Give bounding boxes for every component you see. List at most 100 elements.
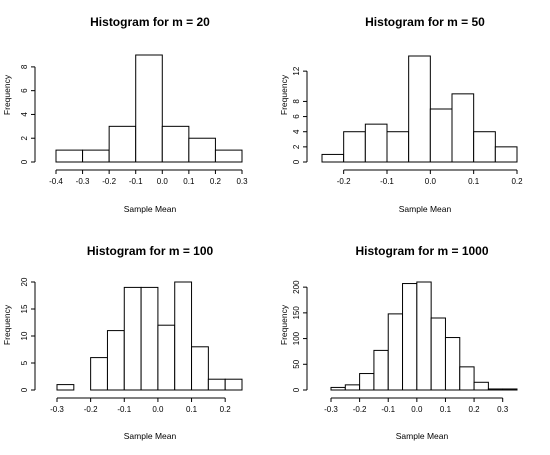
x-tick-label: 0.0 bbox=[411, 405, 423, 414]
chart-title: Histogram for m = 1000 bbox=[355, 244, 488, 258]
x-tick-label: 0.0 bbox=[157, 177, 169, 186]
histogram-bar bbox=[473, 381, 489, 391]
histogram-bar bbox=[90, 357, 108, 391]
panel-4: Histogram for m = 1000 -0.3 -0.2 -0.1 0.0 0.1… bbox=[279, 244, 518, 441]
histogram-bar bbox=[214, 149, 243, 163]
x-tick-label: -0.2 bbox=[353, 405, 367, 414]
x-tick-label: -0.1 bbox=[381, 405, 395, 414]
x-tick-label: 0.3 bbox=[497, 405, 509, 414]
panel-2: Histogram for m = 50 -0.2 -0.1 0.0 0.1 0.2 0 2 4… bbox=[279, 15, 523, 214]
histogram-bar bbox=[188, 137, 216, 163]
y-tick-label: 0 bbox=[292, 387, 301, 392]
x-tick-label: -0.1 bbox=[380, 177, 394, 186]
x-tick-label: 0.0 bbox=[425, 177, 437, 186]
y-tick-label: 8 bbox=[292, 99, 301, 104]
histogram-bar bbox=[373, 349, 389, 391]
histogram-bar bbox=[387, 313, 404, 391]
x-tick-label: 0.2 bbox=[469, 405, 481, 414]
histogram-bar bbox=[459, 366, 475, 391]
histogram-bar bbox=[344, 384, 361, 391]
x-tick-label: -0.1 bbox=[117, 405, 131, 414]
histogram-bar bbox=[343, 131, 366, 163]
histogram-bar bbox=[56, 384, 75, 391]
histogram-bar bbox=[55, 149, 84, 163]
y-tick-label: 50 bbox=[292, 359, 301, 368]
y-tick-label: 20 bbox=[20, 277, 29, 286]
x-tick-label: 0.3 bbox=[236, 177, 248, 186]
x-axis-label: Sample Mean bbox=[396, 431, 449, 441]
histogram-bar bbox=[408, 55, 431, 163]
histogram-bar bbox=[416, 281, 432, 391]
y-tick-label: 4 bbox=[20, 112, 29, 117]
y-tick-label: 10 bbox=[20, 331, 29, 340]
y-tick-label: 100 bbox=[292, 331, 301, 345]
y-tick-label: 4 bbox=[292, 129, 301, 134]
histogram-bar bbox=[106, 330, 125, 391]
histogram-bar bbox=[123, 286, 142, 391]
histogram-bar bbox=[430, 317, 446, 391]
x-axis-label: Sample Mean bbox=[399, 204, 452, 214]
y-tick-label: 2 bbox=[292, 144, 301, 149]
x-tick-label: 0.2 bbox=[511, 177, 523, 186]
x-tick-label: -0.3 bbox=[324, 405, 338, 414]
chart-title: Histogram for m = 20 bbox=[90, 15, 210, 29]
histogram-bar bbox=[402, 283, 418, 391]
histogram-bar bbox=[108, 125, 137, 163]
y-axis-label: Frequency bbox=[279, 74, 289, 115]
histogram-bar bbox=[224, 378, 243, 391]
histogram-bar bbox=[161, 125, 190, 163]
histogram-bar bbox=[364, 123, 388, 163]
y-tick-label: 15 bbox=[20, 304, 29, 313]
histogram-bar bbox=[174, 281, 193, 391]
x-tick-label: 0.0 bbox=[152, 405, 164, 414]
histogram-bar bbox=[157, 324, 176, 391]
histogram-bar bbox=[135, 54, 163, 163]
histogram-bar bbox=[330, 386, 346, 391]
histogram-bar bbox=[140, 286, 159, 391]
panel-3: Histogram for m = 100 -0.3 -0.2 -0.1 0.0 0.1 0… bbox=[2, 244, 243, 441]
y-tick-label: 6 bbox=[20, 88, 29, 93]
y-tick-label: 200 bbox=[292, 280, 301, 294]
histogram-bar bbox=[321, 153, 345, 163]
x-tick-label: 0.2 bbox=[220, 405, 232, 414]
x-tick-label: -0.3 bbox=[76, 177, 90, 186]
x-tick-label: -0.3 bbox=[50, 405, 64, 414]
histogram-bar bbox=[487, 388, 504, 391]
y-tick-label: 0 bbox=[292, 159, 301, 164]
x-tick-label: -0.4 bbox=[49, 177, 63, 186]
histogram-bar bbox=[502, 388, 518, 391]
x-tick-label: -0.2 bbox=[84, 405, 98, 414]
y-tick-label: 6 bbox=[292, 114, 301, 119]
x-axis-label: Sample Mean bbox=[124, 204, 177, 214]
x-tick-label: 0.1 bbox=[186, 405, 198, 414]
y-tick-label: 0 bbox=[20, 159, 29, 164]
histogram-bar bbox=[444, 337, 461, 391]
y-axis-label: Frequency bbox=[2, 304, 12, 345]
y-tick-label: 8 bbox=[20, 64, 29, 69]
x-tick-label: -0.2 bbox=[337, 177, 351, 186]
y-axis-label: Frequency bbox=[2, 74, 12, 115]
histogram-bar bbox=[451, 93, 475, 163]
histogram-bar bbox=[473, 131, 496, 163]
x-axis-label: Sample Mean bbox=[124, 431, 177, 441]
x-tick-label: 0.2 bbox=[210, 177, 222, 186]
x-tick-label: -0.2 bbox=[102, 177, 116, 186]
x-tick-label: -0.1 bbox=[129, 177, 143, 186]
y-tick-label: 5 bbox=[20, 360, 29, 365]
y-tick-label: 2 bbox=[20, 135, 29, 140]
y-tick-label: 12 bbox=[292, 66, 301, 75]
y-tick-label: 0 bbox=[20, 387, 29, 392]
chart-title: Histogram for m = 50 bbox=[365, 15, 485, 29]
panel-1: Histogram for m = 20 -0.4 -0.3 -0.2 -0.1 0.0 0… bbox=[2, 15, 248, 214]
y-tick-label: 150 bbox=[292, 306, 301, 320]
histogram-bar bbox=[207, 378, 226, 391]
histogram-bar bbox=[191, 346, 209, 391]
histogram-bar bbox=[386, 131, 410, 163]
histogram-bar bbox=[494, 146, 518, 163]
chart-title: Histogram for m = 100 bbox=[87, 244, 214, 258]
histogram-bar bbox=[359, 373, 375, 391]
histogram-bar bbox=[82, 149, 110, 163]
x-tick-label: 0.1 bbox=[468, 177, 480, 186]
x-tick-label: 0.1 bbox=[440, 405, 452, 414]
